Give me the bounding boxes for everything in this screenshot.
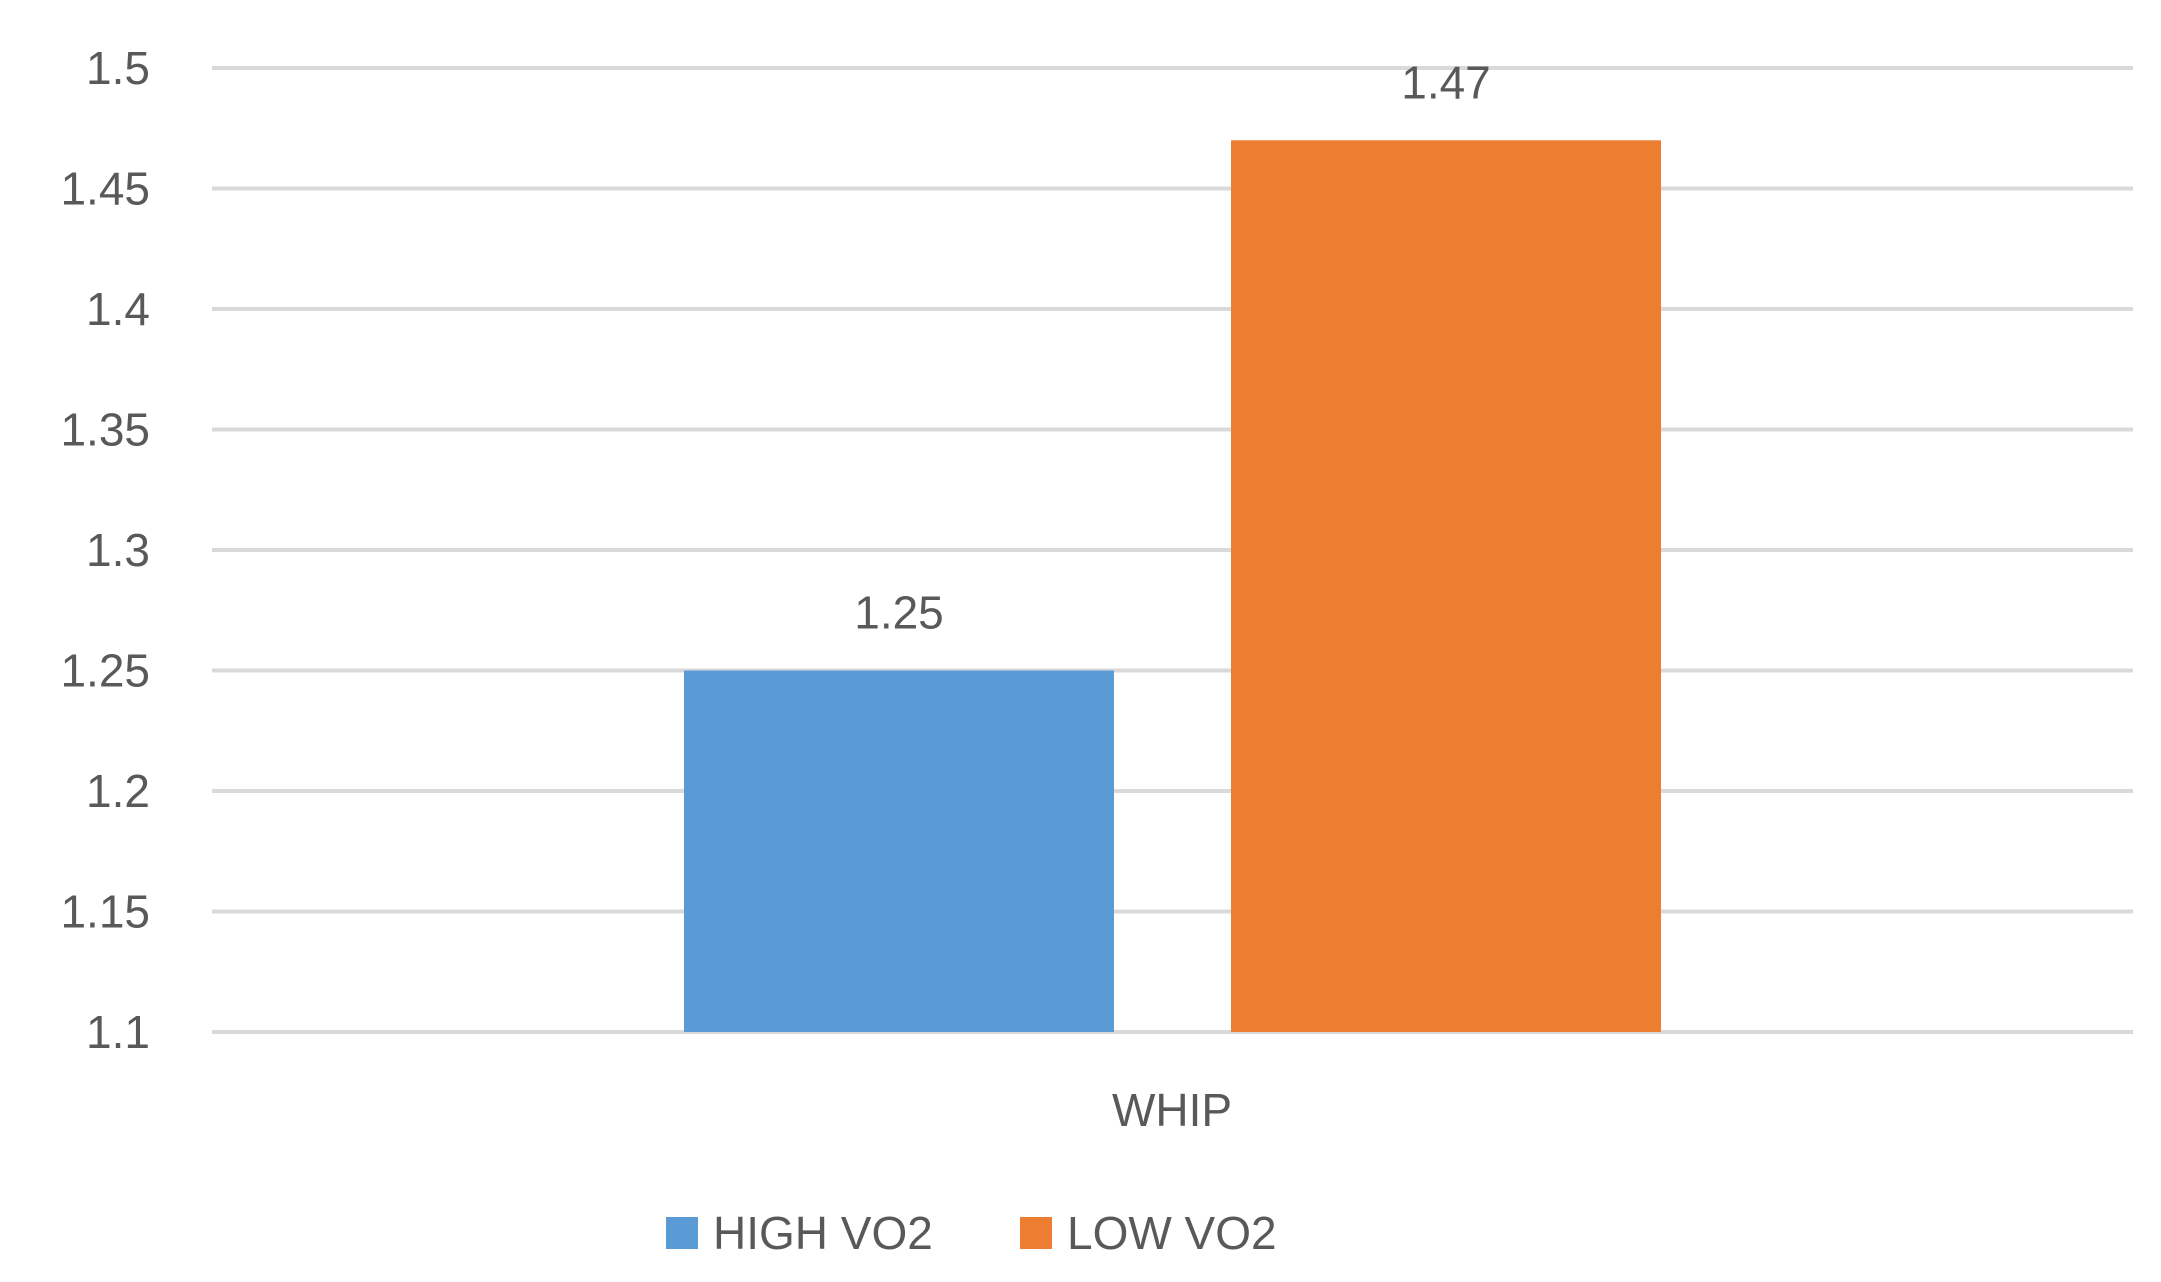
- y-tick-label: 1.35: [60, 404, 150, 456]
- y-axis-tick-labels: 1.1 1.15 1.2 1.25 1.3 1.35 1.4 1.45 1.5: [60, 42, 150, 1058]
- y-tick-label: 1.3: [86, 524, 150, 576]
- legend-label: LOW VO2: [1067, 1207, 1277, 1259]
- y-tick-label: 1.4: [86, 283, 150, 335]
- gridlines: [212, 66, 2133, 1034]
- y-tick-label: 1.25: [60, 645, 150, 697]
- legend-swatch: [666, 1217, 698, 1249]
- data-label: 1.47: [1401, 56, 1491, 108]
- x-category-label: WHIP: [1112, 1084, 1232, 1136]
- y-tick-label: 1.5: [86, 42, 150, 94]
- y-tick-label: 1.2: [86, 765, 150, 817]
- bars: [684, 140, 1661, 1033]
- y-tick-label: 1.1: [86, 1006, 150, 1058]
- y-tick-label: 1.15: [60, 886, 150, 938]
- legend: HIGH VO2 LOW VO2: [666, 1207, 1277, 1259]
- bar-low-vo2: [1231, 140, 1661, 1033]
- bar-high-vo2: [684, 670, 1114, 1032]
- data-label: 1.25: [854, 587, 944, 639]
- data-labels: 1.25 1.47: [854, 56, 1491, 638]
- y-tick-label: 1.45: [60, 163, 150, 215]
- legend-label: HIGH VO2: [713, 1207, 933, 1259]
- x-axis-category-labels: WHIP: [1112, 1084, 1232, 1136]
- legend-swatch: [1020, 1217, 1052, 1249]
